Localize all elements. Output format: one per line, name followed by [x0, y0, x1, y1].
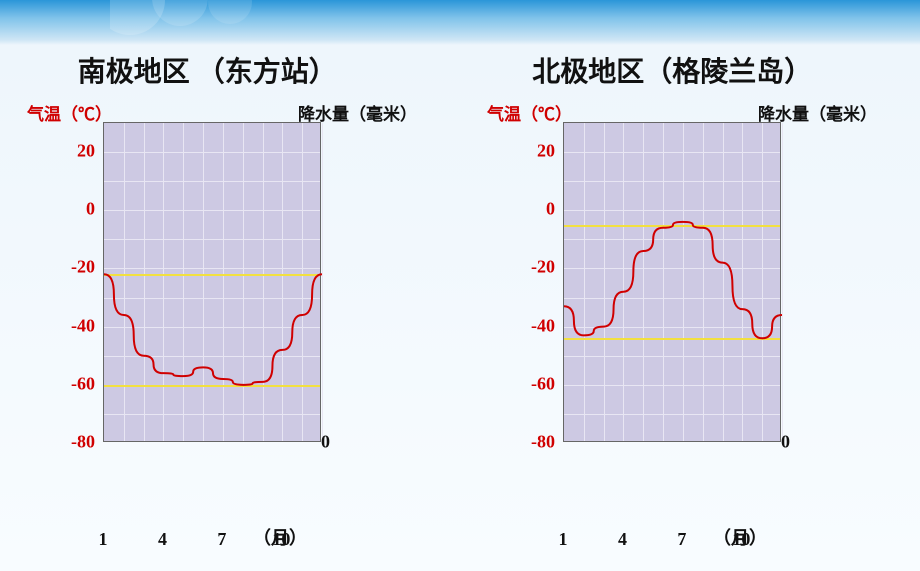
ytick-temp: 20 — [35, 141, 95, 162]
ytick-temp: -20 — [35, 257, 95, 278]
charts-row: 气温（℃）降水量（毫米）-80-60-40-20020014710（月） 气温（… — [0, 100, 920, 550]
ytick-precip: 0 — [321, 432, 381, 453]
xtick: 7 — [217, 529, 226, 550]
xtick: 1 — [99, 529, 108, 550]
header-circles-deco — [110, 0, 310, 35]
ytick-temp: -60 — [35, 373, 95, 394]
xtick: 4 — [618, 529, 627, 550]
ytick-temp: 20 — [495, 141, 555, 162]
xtick: 4 — [158, 529, 167, 550]
temperature-curve — [564, 123, 780, 441]
x-unit-label: （月） — [253, 524, 307, 550]
ytick-temp: -60 — [495, 373, 555, 394]
temp-axis-label: 气温（℃） — [487, 100, 572, 125]
ytick-temp: -20 — [495, 257, 555, 278]
ytick-temp: -80 — [35, 432, 95, 453]
ytick-temp: -80 — [495, 432, 555, 453]
ytick-temp: 0 — [35, 199, 95, 220]
left-chart: 气温（℃）降水量（毫米）-80-60-40-20020014710（月） — [25, 100, 435, 550]
plot-area — [103, 122, 321, 442]
x-unit-label: （月） — [713, 524, 767, 550]
left-chart-title: 南极地区 （东方站） — [78, 50, 337, 90]
right-chart: 气温（℃）降水量（毫米）-80-60-40-20020014710（月） — [485, 100, 895, 550]
ytick-temp: -40 — [35, 315, 95, 336]
ytick-temp: 0 — [495, 199, 555, 220]
xtick: 7 — [677, 529, 686, 550]
right-chart-title: 北极地区（格陵兰岛） — [532, 50, 812, 90]
plot-area — [563, 122, 781, 442]
ytick-precip: 0 — [781, 432, 841, 453]
xtick: 1 — [559, 529, 568, 550]
temperature-curve — [104, 123, 320, 441]
ytick-temp: -40 — [495, 315, 555, 336]
temp-axis-label: 气温（℃） — [27, 100, 112, 125]
